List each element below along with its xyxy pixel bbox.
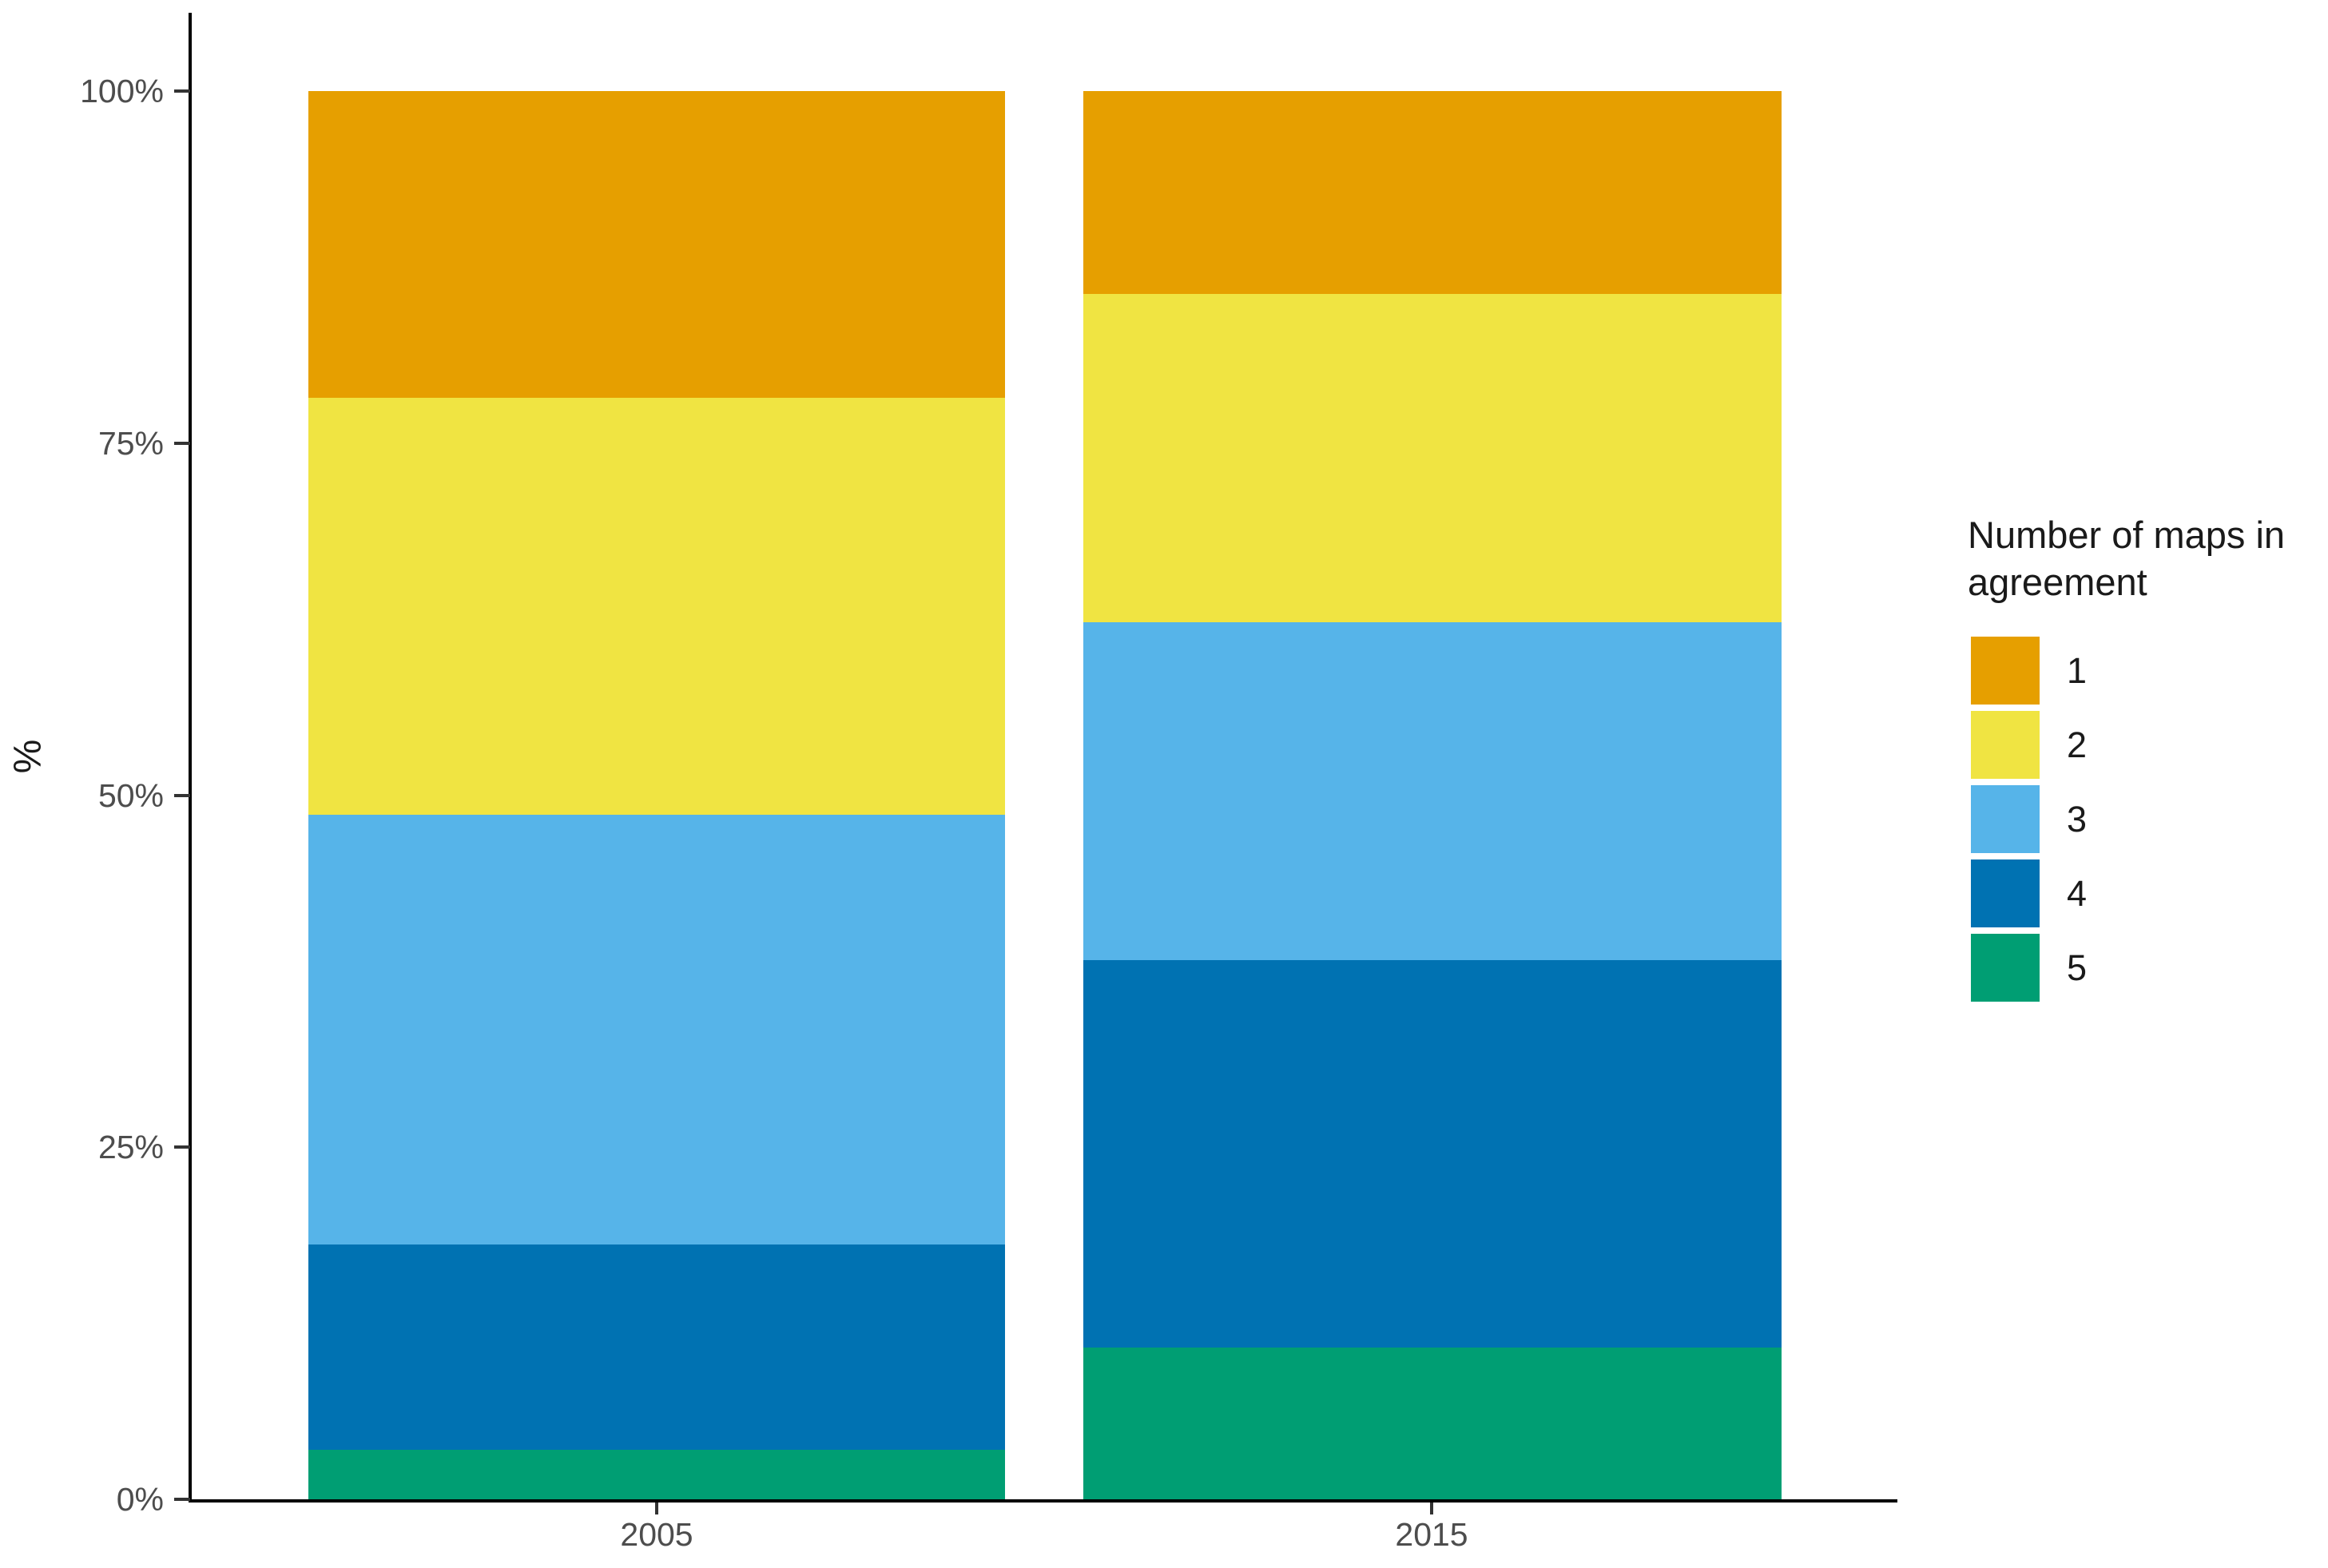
x-tick-mark <box>1430 1503 1433 1514</box>
legend-key-label: 5 <box>2067 947 2088 988</box>
y-tick-mark <box>174 441 190 445</box>
y-tick-label: 50% <box>97 776 164 814</box>
legend-swatch-5 <box>1971 934 2040 1002</box>
x-axis-line <box>189 1499 1897 1503</box>
bar-segment-2015-maps-5 <box>1083 1347 1782 1499</box>
bar-segment-2005-maps-2 <box>308 398 1005 816</box>
legend-swatch-4 <box>1971 859 2040 927</box>
legend-key-label: 1 <box>2067 649 2088 691</box>
legend-swatch-2 <box>1971 711 2040 779</box>
legend: 1 2 3 4 5 <box>1971 637 2087 1008</box>
bar-segment-2005-maps-3 <box>308 815 1005 1244</box>
bar-2015 <box>1083 91 1782 1499</box>
legend-key-label: 3 <box>2067 798 2088 840</box>
legend-swatch-1 <box>1971 637 2040 705</box>
legend-title: Number of maps in agreement <box>1968 514 2286 603</box>
x-tick-label-2015: 2015 <box>1395 1516 1468 1553</box>
legend-swatch-3 <box>1971 785 2040 853</box>
y-tick-label: 100% <box>80 73 164 109</box>
bar-segment-2005-maps-4 <box>308 1244 1005 1451</box>
bar-2005 <box>308 91 1005 1499</box>
legend-key-row: 5 <box>1971 934 2087 1002</box>
y-tick-mark <box>174 1145 190 1149</box>
x-tick-label-2005: 2005 <box>620 1516 693 1553</box>
y-axis-line <box>189 13 192 1503</box>
y-tick-mark <box>174 793 190 797</box>
bar-segment-2015-maps-2 <box>1083 293 1782 622</box>
y-tick-label: 0% <box>116 1481 164 1518</box>
bar-segment-2005-maps-1 <box>308 91 1005 399</box>
legend-key-row: 4 <box>1971 859 2087 927</box>
y-tick-mark <box>174 89 190 93</box>
legend-key-row: 1 <box>1971 637 2087 705</box>
legend-key-label: 4 <box>2067 872 2088 914</box>
x-tick-mark <box>655 1503 658 1514</box>
legend-key-row: 3 <box>1971 785 2087 853</box>
bar-segment-2005-maps-5 <box>308 1450 1005 1499</box>
y-tick-mark <box>174 1498 190 1501</box>
bar-segment-2015-maps-1 <box>1083 91 1782 294</box>
legend-key-row: 2 <box>1971 711 2087 779</box>
bar-segment-2015-maps-3 <box>1083 621 1782 960</box>
y-tick-label: 25% <box>97 1129 164 1166</box>
y-tick-label: 75% <box>97 424 164 462</box>
y-axis-title: % <box>6 739 50 774</box>
bar-segment-2015-maps-4 <box>1083 959 1782 1348</box>
legend-key-label: 2 <box>2067 724 2088 765</box>
